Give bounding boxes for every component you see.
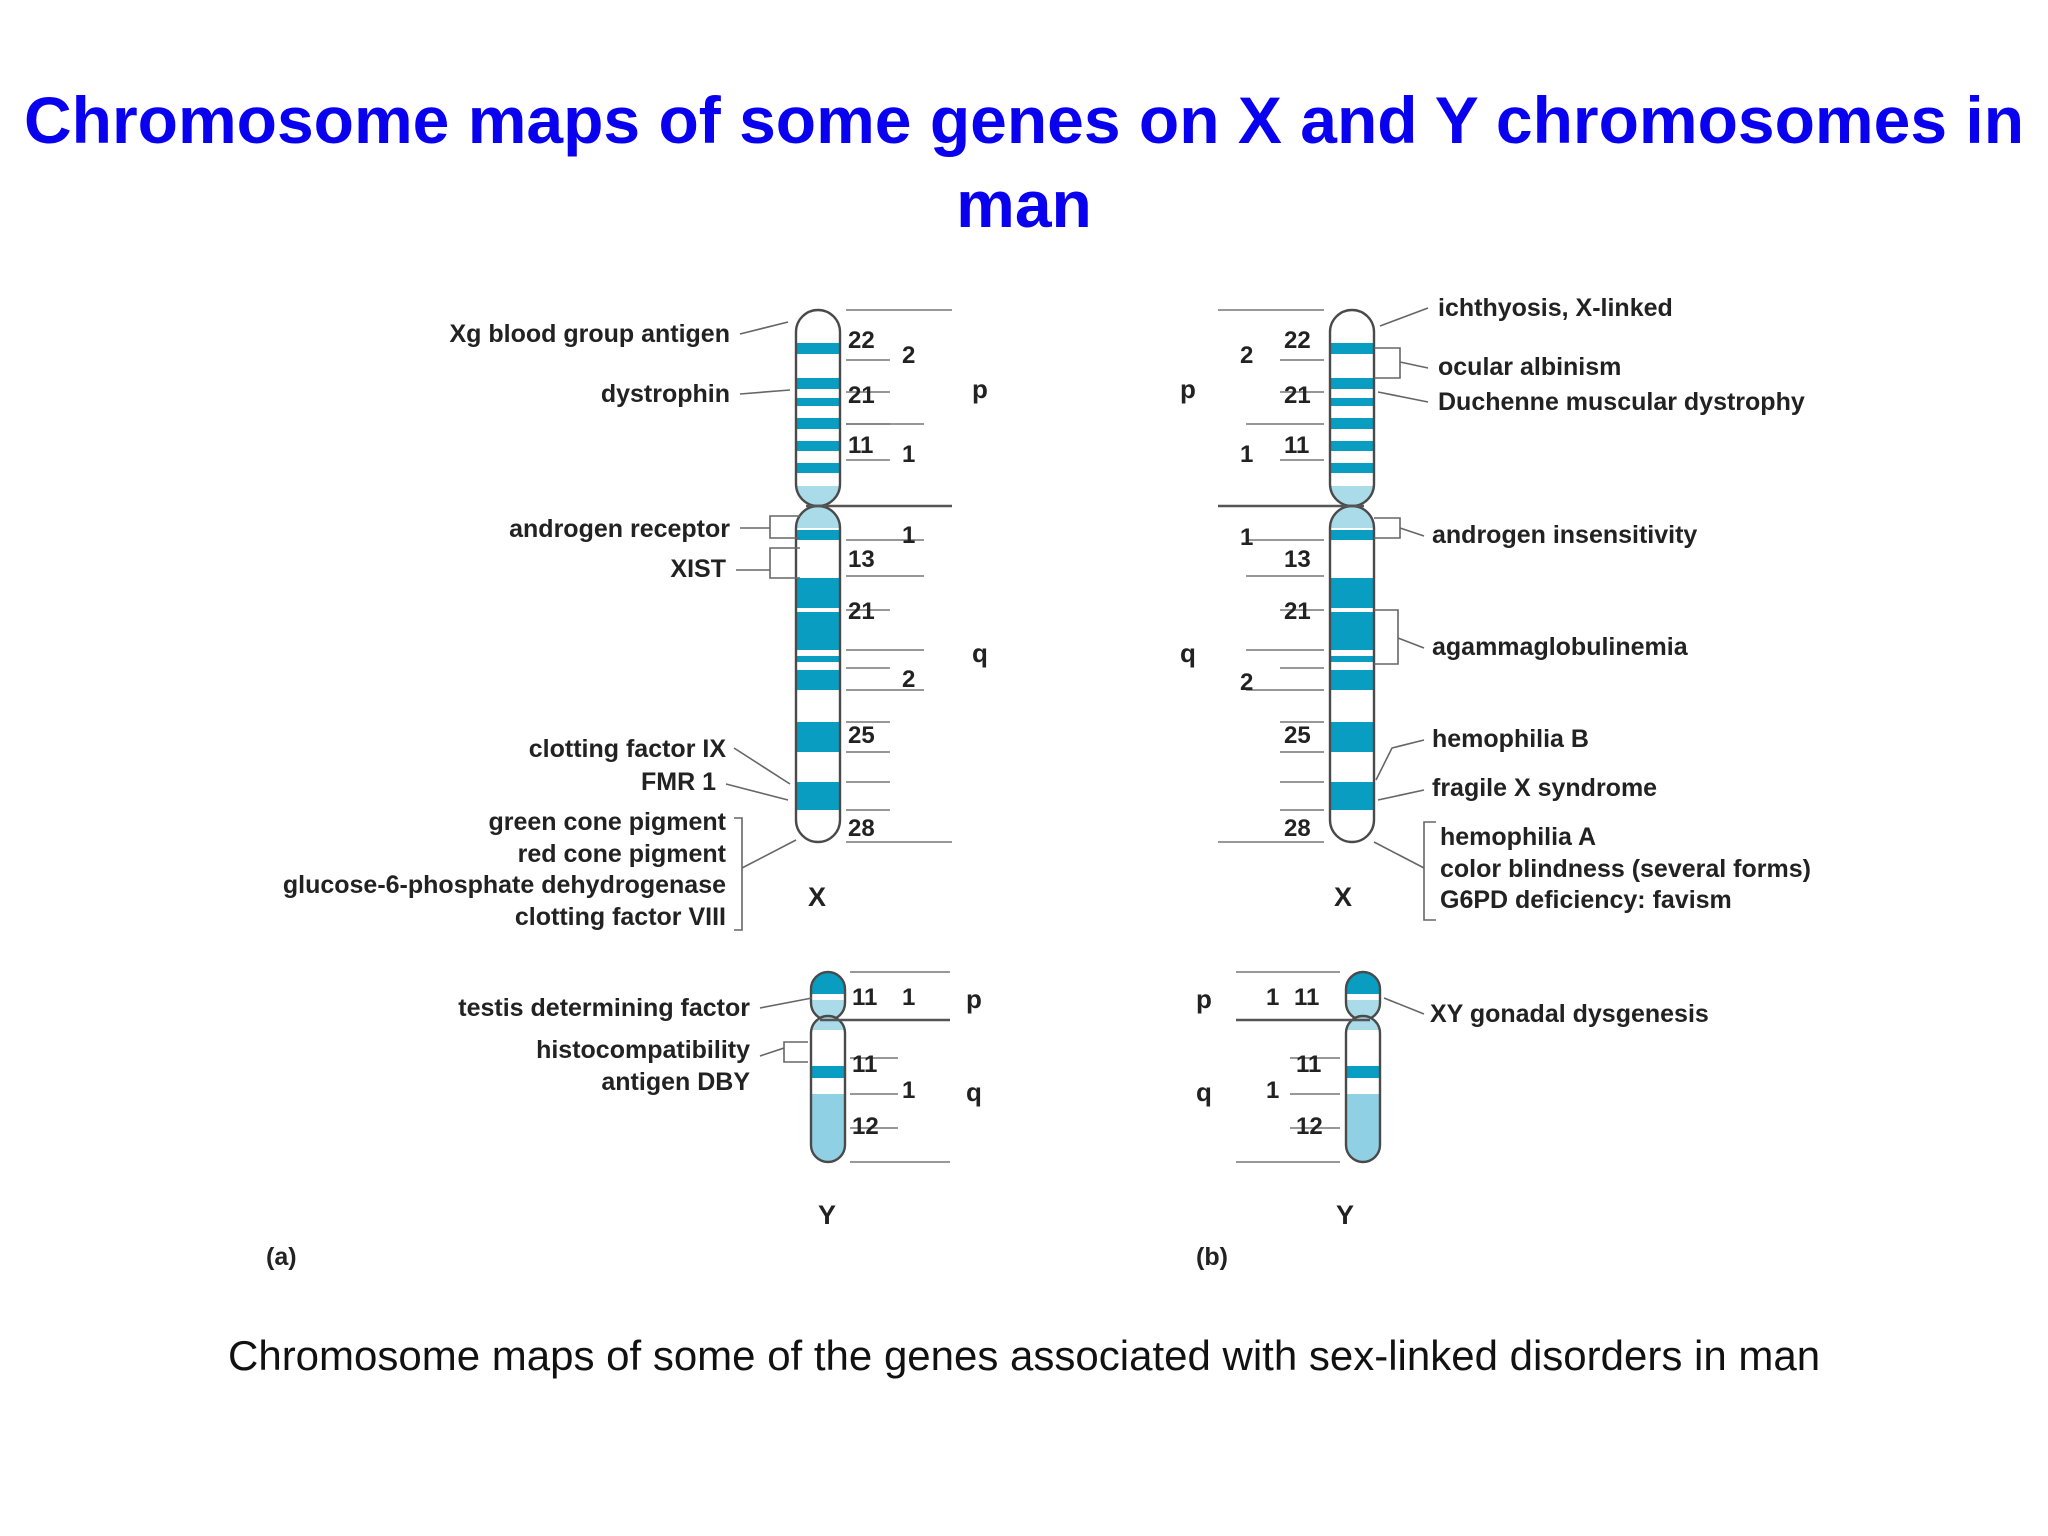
- panel-b: 22 21 11 2 1 1 13 21 2 25 28 p q X ichth…: [1180, 294, 1811, 1271]
- x-b-region-q2: 2: [1240, 669, 1253, 696]
- chromosome-y-b-q-arm: [1346, 1016, 1380, 1162]
- x-b-band-q25: 25: [1284, 722, 1311, 749]
- x-b-band-p21: 21: [1284, 382, 1311, 409]
- y-a-arm-p: p: [966, 984, 982, 1014]
- chromosome-x-b-q-arm: [1330, 506, 1374, 842]
- y-b-arm-p: p: [1196, 984, 1212, 1014]
- y-b-band-q11: 11: [1296, 1051, 1321, 1078]
- x-b-region-p1: 1: [1240, 441, 1253, 468]
- x-b-region-q1: 1: [1240, 524, 1253, 551]
- x-a-band-q13: 13: [848, 546, 875, 573]
- gene-androgen-receptor: androgen receptor: [509, 515, 730, 543]
- y-a-band-q11: 11: [852, 1051, 877, 1078]
- y-a-region-p1: 1: [902, 984, 915, 1011]
- chromosome-x-a-p-arm: [796, 310, 840, 506]
- disorder-fragile-x-syndrome: fragile X syndrome: [1432, 774, 1657, 802]
- x-a-region-q1: 1: [902, 522, 915, 549]
- chromosome-y-b-p-arm: [1346, 972, 1380, 1020]
- y-a-gene-labels: testis determining factor histocompatibi…: [458, 994, 750, 1096]
- x-b-band-p22: 22: [1284, 327, 1311, 354]
- y-a-band-q12: 12: [852, 1113, 879, 1140]
- x-b-arm-p: p: [1180, 374, 1196, 404]
- y-b-region-p1: 1: [1266, 984, 1279, 1011]
- disorder-androgen-insensitivity: androgen insensitivity: [1432, 521, 1697, 549]
- x-b-band-q21: 21: [1284, 598, 1311, 625]
- x-a-chromosome-name: X: [808, 882, 826, 912]
- x-a-region-q2: 2: [902, 666, 915, 693]
- y-a-chromosome-name: Y: [818, 1200, 836, 1230]
- disorder-agammaglobulinemia: agammaglobulinemia: [1432, 633, 1689, 661]
- y-a-band-p11: 11: [852, 984, 877, 1011]
- x-b-disorder-labels: ichthyosis, X-linked ocular albinism Duc…: [1432, 294, 1811, 914]
- chromosome-y-a-q-outline: [809, 1014, 847, 1164]
- x-b-band-p11: 11: [1284, 432, 1309, 459]
- disorder-ichthyosis-x-linked: ichthyosis, X-linked: [1438, 294, 1673, 322]
- x-a-gene-labels: Xg blood group antigen dystrophin androg…: [283, 320, 730, 931]
- panel-a: 22 21 11 2 1 1 13 21 2 25 28 p q X Xg bl…: [266, 308, 988, 1271]
- gene-glucose-6-phosphate-dehydrogenase: glucose-6-phosphate dehydrogenase: [283, 871, 726, 899]
- disorder-xy-gonadal-dysgenesis: XY gonadal dysgenesis: [1430, 1000, 1709, 1028]
- gene-dystrophin: dystrophin: [601, 380, 730, 408]
- disorder-ocular-albinism: ocular albinism: [1438, 353, 1621, 381]
- y-b-band-p11: 11: [1294, 984, 1319, 1011]
- gene-xg-blood-group-antigen: Xg blood group antigen: [449, 320, 730, 348]
- x-a-region-p1: 1: [902, 441, 915, 468]
- x-a-band-p21: 21: [848, 382, 875, 409]
- disorder-duchenne-muscular-dystrophy: Duchenne muscular dystrophy: [1438, 388, 1805, 416]
- x-a-band-q28: 28: [848, 815, 875, 842]
- y-b-region-q1: 1: [1266, 1077, 1279, 1104]
- disorder-hemophilia-b: hemophilia B: [1432, 725, 1589, 753]
- y-b-band-q12: 12: [1296, 1113, 1323, 1140]
- disorder-hemophilia-a: hemophilia A: [1440, 823, 1596, 851]
- x-a-band-q25: 25: [848, 722, 875, 749]
- page-title: Chromosome maps of some genes on X and Y…: [23, 83, 2025, 241]
- gene-clotting-factor-ix: clotting factor IX: [529, 735, 727, 763]
- y-a-arm-q: q: [966, 1077, 982, 1107]
- chromosome-y-a-p-arm: [811, 972, 845, 1020]
- gene-antigen-dby: antigen DBY: [601, 1068, 750, 1096]
- panel-a-tag: (a): [266, 1243, 297, 1271]
- chromosome-y-b-q-outline: [1344, 1014, 1382, 1164]
- gene-fmr1: FMR 1: [641, 768, 716, 796]
- panel-b-tag: (b): [1196, 1243, 1228, 1271]
- chromosome-y-a-q-arm: [811, 1016, 845, 1162]
- x-b-band-q28: 28: [1284, 815, 1311, 842]
- gene-red-cone-pigment: red cone pigment: [518, 840, 727, 868]
- x-a-arm-p: p: [972, 374, 988, 404]
- x-a-region-p2: 2: [902, 342, 915, 369]
- gene-histocompatibility: histocompatibility: [536, 1036, 750, 1064]
- y-b-chromosome-name: Y: [1336, 1200, 1354, 1230]
- disorder-g6pd-deficiency-favism: G6PD deficiency: favism: [1440, 886, 1732, 914]
- gene-testis-determining-factor: testis determining factor: [458, 994, 750, 1022]
- y-b-arm-q: q: [1196, 1077, 1212, 1107]
- x-a-band-p22: 22: [848, 327, 875, 354]
- x-a-band-q21: 21: [848, 598, 875, 625]
- gene-green-cone-pigment: green cone pigment: [488, 808, 726, 836]
- disorder-color-blindness: color blindness (several forms): [1440, 855, 1811, 883]
- x-b-chromosome-name: X: [1334, 882, 1352, 912]
- x-b-band-q13: 13: [1284, 546, 1311, 573]
- y-a-region-q1: 1: [902, 1077, 915, 1104]
- x-b-region-p2: 2: [1240, 342, 1253, 369]
- chromosome-x-b-p-arm: [1330, 310, 1374, 506]
- gene-xist: XIST: [670, 555, 726, 583]
- gene-clotting-factor-viii: clotting factor VIII: [515, 903, 726, 931]
- chromosome-x-a-q-arm: [796, 506, 840, 842]
- x-a-band-p11: 11: [848, 432, 873, 459]
- x-a-arm-q: q: [972, 638, 988, 668]
- figure-caption: Chromosome maps of some of the genes ass…: [228, 1332, 1821, 1379]
- x-b-arm-q: q: [1180, 638, 1196, 668]
